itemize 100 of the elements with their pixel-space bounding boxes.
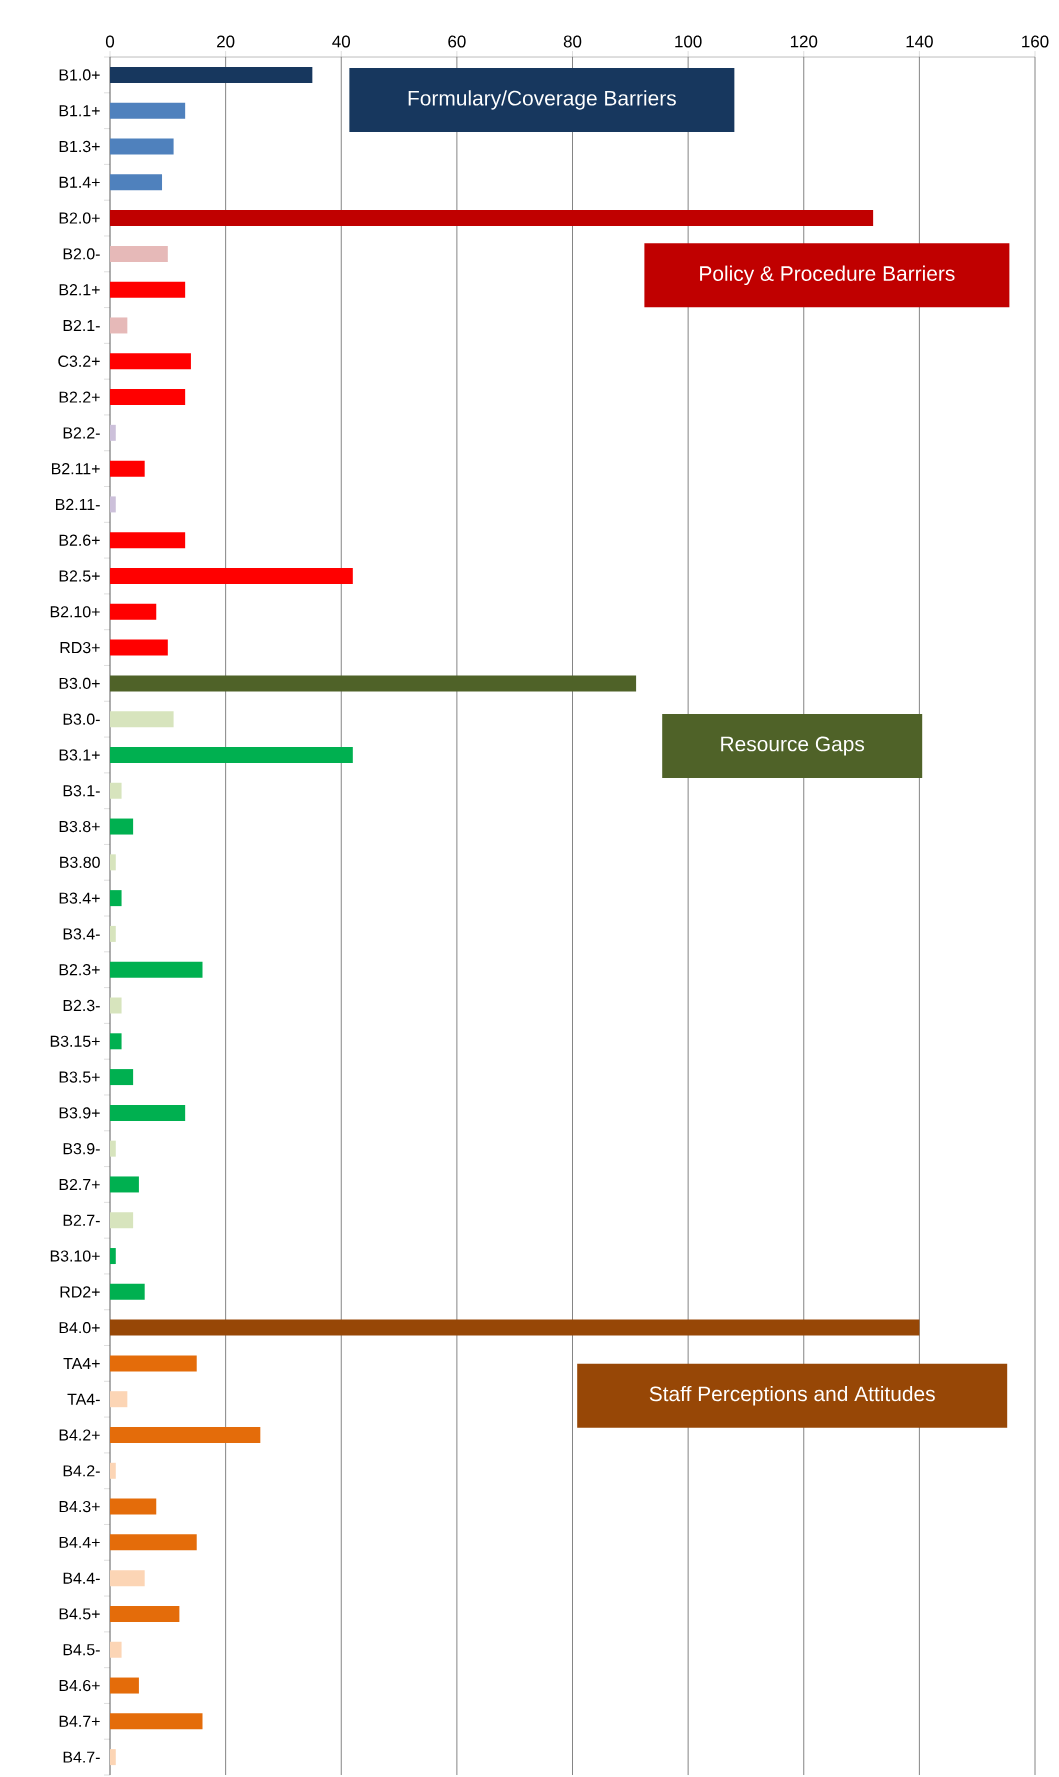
bar [110, 925, 116, 942]
bar [110, 1140, 116, 1157]
bar [110, 389, 186, 406]
y-tick-label: B3.4- [63, 928, 100, 940]
bar [110, 1677, 139, 1694]
y-tick-label: B3.4+ [59, 892, 100, 904]
y-tick-label: TA4+ [63, 1357, 100, 1369]
bar [110, 568, 353, 584]
bar [110, 317, 128, 334]
bar [110, 281, 186, 298]
y-tick-label: B2.10+ [50, 606, 100, 618]
y-tick-label: RD2+ [60, 1286, 100, 1298]
y-tick-label: B4.6+ [59, 1679, 100, 1692]
y-tick-label: B4.7- [63, 1751, 100, 1763]
bar [110, 1462, 116, 1479]
x-tick-label: 20 [217, 35, 235, 48]
y-tick-label: B4.2+ [59, 1429, 100, 1441]
bar [110, 174, 163, 191]
bar [110, 1212, 134, 1229]
x-tick-label: 80 [563, 35, 582, 48]
y-tick-label: B4.0+ [59, 1321, 100, 1334]
bar [110, 353, 191, 370]
bar [110, 1605, 180, 1622]
bar [110, 496, 116, 513]
y-tick-label: B2.1- [63, 319, 100, 332]
x-tick-label: 0 [105, 35, 115, 48]
bar [110, 1283, 145, 1300]
y-tick-label: B2.11+ [52, 463, 100, 475]
x-tick-label: 140 [906, 35, 933, 48]
bar [110, 424, 116, 441]
annotation: Formulary/Coverage Barriers [408, 90, 676, 110]
y-tick-label: B3.1+ [59, 749, 100, 761]
bar [110, 460, 145, 477]
y-tick-label: B2.0- [63, 248, 100, 260]
y-tick-label: B3.9- [63, 1143, 100, 1155]
y-tick-label: B2.2- [63, 427, 100, 439]
x-tick-label: 100 [675, 35, 702, 48]
y-tick-label: B2.1+ [59, 284, 100, 296]
annotation: Staff Perceptions and Attitudes [649, 1385, 935, 1406]
y-tick-label: B3.10+ [50, 1250, 100, 1262]
y-tick-label: B4.3+ [59, 1500, 100, 1513]
bar [110, 1176, 139, 1193]
x-tick-label: 40 [332, 35, 351, 48]
bar [110, 1319, 920, 1336]
y-tick-label: B2.6+ [59, 534, 100, 546]
y-tick-label: B2.2+ [59, 391, 100, 403]
bar [110, 1427, 261, 1443]
y-tick-label: B2.3- [63, 999, 100, 1012]
y-tick-label: B2.5+ [59, 570, 100, 582]
bar [110, 890, 122, 907]
bar [110, 1498, 157, 1515]
y-tick-label: TA4- [67, 1393, 100, 1405]
annotation: Resource Gaps [721, 736, 865, 756]
y-tick-label: B4.7+ [59, 1715, 100, 1727]
bar [110, 66, 313, 83]
y-tick-label: B4.4+ [59, 1536, 100, 1548]
bar [110, 1033, 122, 1050]
bar [110, 961, 203, 978]
y-tick-label: B3.15+ [50, 1035, 100, 1047]
y-tick-label: B1.4+ [59, 176, 100, 188]
bar [110, 675, 637, 692]
bar [110, 245, 168, 262]
bar [110, 1104, 186, 1121]
y-tick-label: B2.0+ [59, 212, 100, 224]
y-tick-label: B3.80 [60, 856, 100, 868]
bar [110, 1749, 116, 1766]
x-tick-label: 120 [790, 35, 818, 48]
bar [110, 210, 874, 227]
y-tick-label: B1.3+ [59, 140, 100, 153]
bar [110, 1391, 128, 1408]
bar [110, 997, 122, 1014]
bar [110, 603, 157, 620]
y-tick-label: B3.5+ [59, 1071, 100, 1083]
annotation: Policy & Procedure Barriers [700, 265, 955, 286]
x-tick-label: 160 [1022, 35, 1049, 48]
y-tick-label: B4.2- [63, 1465, 100, 1477]
y-tick-label: B3.1- [63, 785, 100, 797]
y-tick-label: B3.9+ [59, 1107, 100, 1119]
bar [110, 532, 186, 549]
bar [110, 1355, 197, 1372]
bar [110, 1570, 145, 1587]
bar [110, 1248, 116, 1265]
x-tick-label: 60 [448, 35, 466, 48]
y-tick-label: B4.5+ [59, 1608, 100, 1620]
y-tick-label: B1.1+ [59, 105, 100, 117]
bar [110, 818, 134, 835]
bar [110, 1534, 197, 1551]
bar [110, 102, 186, 119]
bar [110, 711, 174, 728]
y-tick-label: B2.7- [63, 1214, 100, 1226]
y-tick-label: B3.0+ [59, 677, 100, 690]
y-tick-label: B1.0+ [59, 69, 100, 81]
y-tick-label: B2.11- [56, 498, 100, 510]
y-tick-label: B3.0- [63, 713, 100, 725]
bar [110, 782, 122, 799]
y-tick-label: B3.8+ [59, 820, 100, 833]
bar [110, 746, 353, 763]
bar [110, 138, 174, 155]
y-tick-label: C3.2+ [58, 355, 100, 367]
bar [110, 639, 168, 656]
